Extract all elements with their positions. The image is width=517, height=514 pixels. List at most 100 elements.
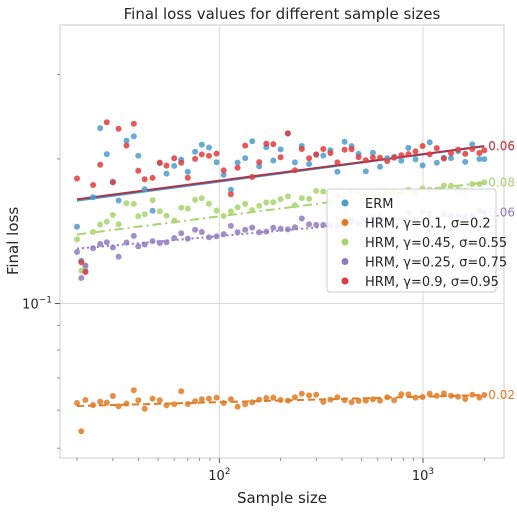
- data-point: [171, 162, 178, 169]
- data-point: [156, 240, 163, 246]
- data-point: [192, 148, 199, 155]
- data-point: [156, 397, 163, 404]
- data-point: [115, 253, 122, 260]
- data-point: [149, 174, 156, 181]
- data-point: [313, 151, 320, 158]
- data-point: [103, 151, 110, 158]
- data-point: [448, 150, 454, 157]
- data-point: [103, 119, 110, 126]
- data-point: [341, 146, 348, 153]
- data-point: [256, 159, 263, 166]
- data-point: [109, 393, 116, 399]
- data-point: [206, 200, 212, 207]
- data-point: [362, 157, 369, 164]
- data-point: [284, 397, 291, 404]
- data-point: [369, 396, 376, 403]
- data-point: [277, 225, 284, 232]
- data-point: [135, 213, 142, 220]
- data-point: [419, 394, 426, 400]
- data-point: [481, 179, 488, 186]
- legend-label: HRM, γ=0.1, σ=0.2: [365, 217, 491, 232]
- data-point: [270, 199, 277, 206]
- data-point: [163, 239, 170, 246]
- data-point: [433, 145, 440, 152]
- data-point: [220, 400, 227, 406]
- data-point: [249, 399, 256, 406]
- data-point: [277, 154, 284, 161]
- data-point: [327, 396, 334, 403]
- data-point: [242, 155, 249, 162]
- data-point: [306, 155, 313, 162]
- data-point: [341, 397, 348, 404]
- y-axis-label: Final loss: [4, 207, 22, 275]
- data-point: [291, 394, 298, 401]
- data-point: [481, 392, 488, 398]
- data-point: [263, 140, 270, 147]
- data-point: [270, 141, 277, 148]
- y-tick-label: 10−1: [22, 296, 52, 313]
- data-point: [405, 391, 412, 398]
- data-point: [213, 150, 220, 157]
- data-point: [178, 204, 185, 211]
- data-point: [149, 197, 156, 204]
- data-point: [469, 181, 476, 188]
- data-point: [227, 208, 234, 215]
- data-point: [263, 395, 270, 401]
- data-point: [97, 221, 104, 228]
- data-point: [398, 157, 405, 164]
- data-point: [234, 403, 241, 410]
- data-point: [391, 397, 398, 404]
- legend-marker: [341, 199, 349, 207]
- x-tick-label: 103: [412, 467, 434, 484]
- legend-marker: [341, 238, 349, 246]
- data-point: [178, 388, 185, 395]
- series-end-label: 0.02: [488, 388, 515, 402]
- data-point: [369, 149, 376, 156]
- x-tick-label: 102: [208, 467, 230, 484]
- data-point: [149, 395, 156, 402]
- data-point: [141, 241, 148, 248]
- data-point: [313, 221, 320, 228]
- data-point: [234, 229, 241, 236]
- data-point: [355, 154, 362, 161]
- data-point: [440, 390, 447, 397]
- data-point: [476, 394, 483, 401]
- data-point: [103, 399, 110, 406]
- data-point: [242, 226, 249, 233]
- data-point: [135, 397, 142, 404]
- legend-label: HRM, γ=0.25, σ=0.75: [365, 256, 507, 271]
- data-point: [291, 224, 298, 231]
- data-point: [78, 275, 85, 281]
- data-point: [234, 159, 241, 166]
- data-point: [320, 222, 327, 228]
- data-point: [334, 159, 341, 166]
- legend-marker: [341, 258, 349, 265]
- data-point: [198, 396, 205, 403]
- data-point: [355, 397, 362, 404]
- data-point: [433, 159, 440, 166]
- data-point: [213, 207, 220, 214]
- data-point: [109, 212, 116, 218]
- data-point: [306, 195, 313, 202]
- data-point: [263, 228, 270, 235]
- data-point: [97, 161, 104, 168]
- data-point: [115, 197, 122, 204]
- data-point: [377, 397, 383, 404]
- data-point: [327, 150, 334, 156]
- data-point: [82, 269, 89, 275]
- data-point: [476, 156, 483, 162]
- data-point: [123, 239, 130, 246]
- data-point: [227, 222, 234, 229]
- x-axis-label: Sample size: [237, 489, 327, 507]
- data-point: [141, 186, 148, 193]
- data-point: [426, 390, 433, 397]
- data-point: [320, 152, 327, 159]
- data-point: [448, 392, 454, 399]
- data-point: [206, 395, 212, 402]
- data-point: [178, 230, 185, 237]
- data-point: [455, 146, 462, 153]
- data-point: [384, 394, 391, 401]
- data-point: [74, 223, 80, 230]
- data-point: [377, 163, 383, 170]
